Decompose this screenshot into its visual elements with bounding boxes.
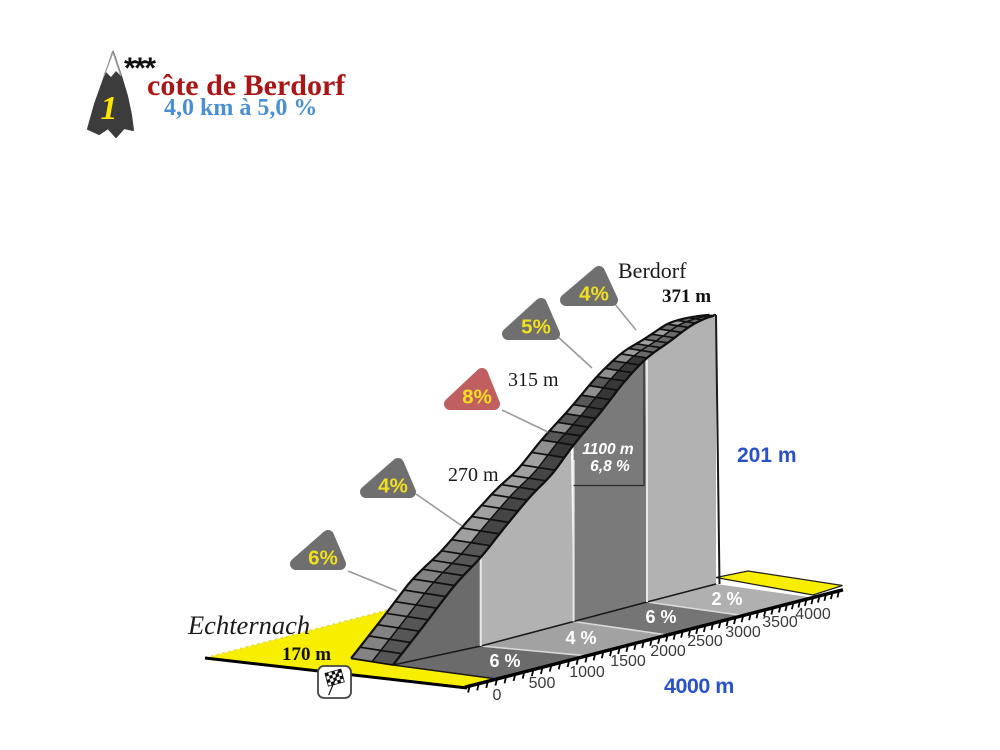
svg-text:2500: 2500 xyxy=(687,633,723,650)
svg-text:1: 1 xyxy=(101,90,118,127)
svg-text:4000 m: 4000 m xyxy=(664,674,734,698)
svg-text:2000: 2000 xyxy=(650,643,686,660)
svg-text:270 m: 270 m xyxy=(448,464,499,486)
svg-text:1000: 1000 xyxy=(569,664,605,681)
svg-text:1500: 1500 xyxy=(610,653,646,670)
svg-text:6 %: 6 % xyxy=(645,607,676,627)
svg-text:0: 0 xyxy=(493,687,502,704)
svg-text:170 m: 170 m xyxy=(282,644,331,665)
svg-text:5%: 5% xyxy=(521,316,551,339)
svg-text:***: *** xyxy=(124,52,156,85)
svg-text:1100 m: 1100 m xyxy=(582,441,634,458)
svg-text:371 m: 371 m xyxy=(662,286,711,307)
svg-text:Berdorf: Berdorf xyxy=(618,258,687,283)
svg-text:4,0 km à 5,0 %: 4,0 km à 5,0 % xyxy=(164,95,317,121)
svg-text:6,8 %: 6,8 % xyxy=(590,458,630,475)
svg-text:6 %: 6 % xyxy=(489,651,520,671)
svg-text:4000: 4000 xyxy=(795,606,831,623)
svg-text:6%: 6% xyxy=(308,547,338,570)
svg-text:4%: 4% xyxy=(579,283,609,306)
svg-text:500: 500 xyxy=(529,675,556,692)
svg-text:Echternach: Echternach xyxy=(187,610,310,640)
svg-text:3500: 3500 xyxy=(762,614,798,631)
svg-text:2 %: 2 % xyxy=(711,589,742,609)
svg-text:3000: 3000 xyxy=(725,624,761,641)
svg-text:4 %: 4 % xyxy=(565,628,596,648)
svg-text:201 m: 201 m xyxy=(737,444,797,467)
svg-text:côte de Berdorf: côte de Berdorf xyxy=(147,69,346,102)
svg-text:315 m: 315 m xyxy=(508,369,559,391)
svg-text:8%: 8% xyxy=(462,386,492,409)
svg-text:4%: 4% xyxy=(378,475,408,498)
